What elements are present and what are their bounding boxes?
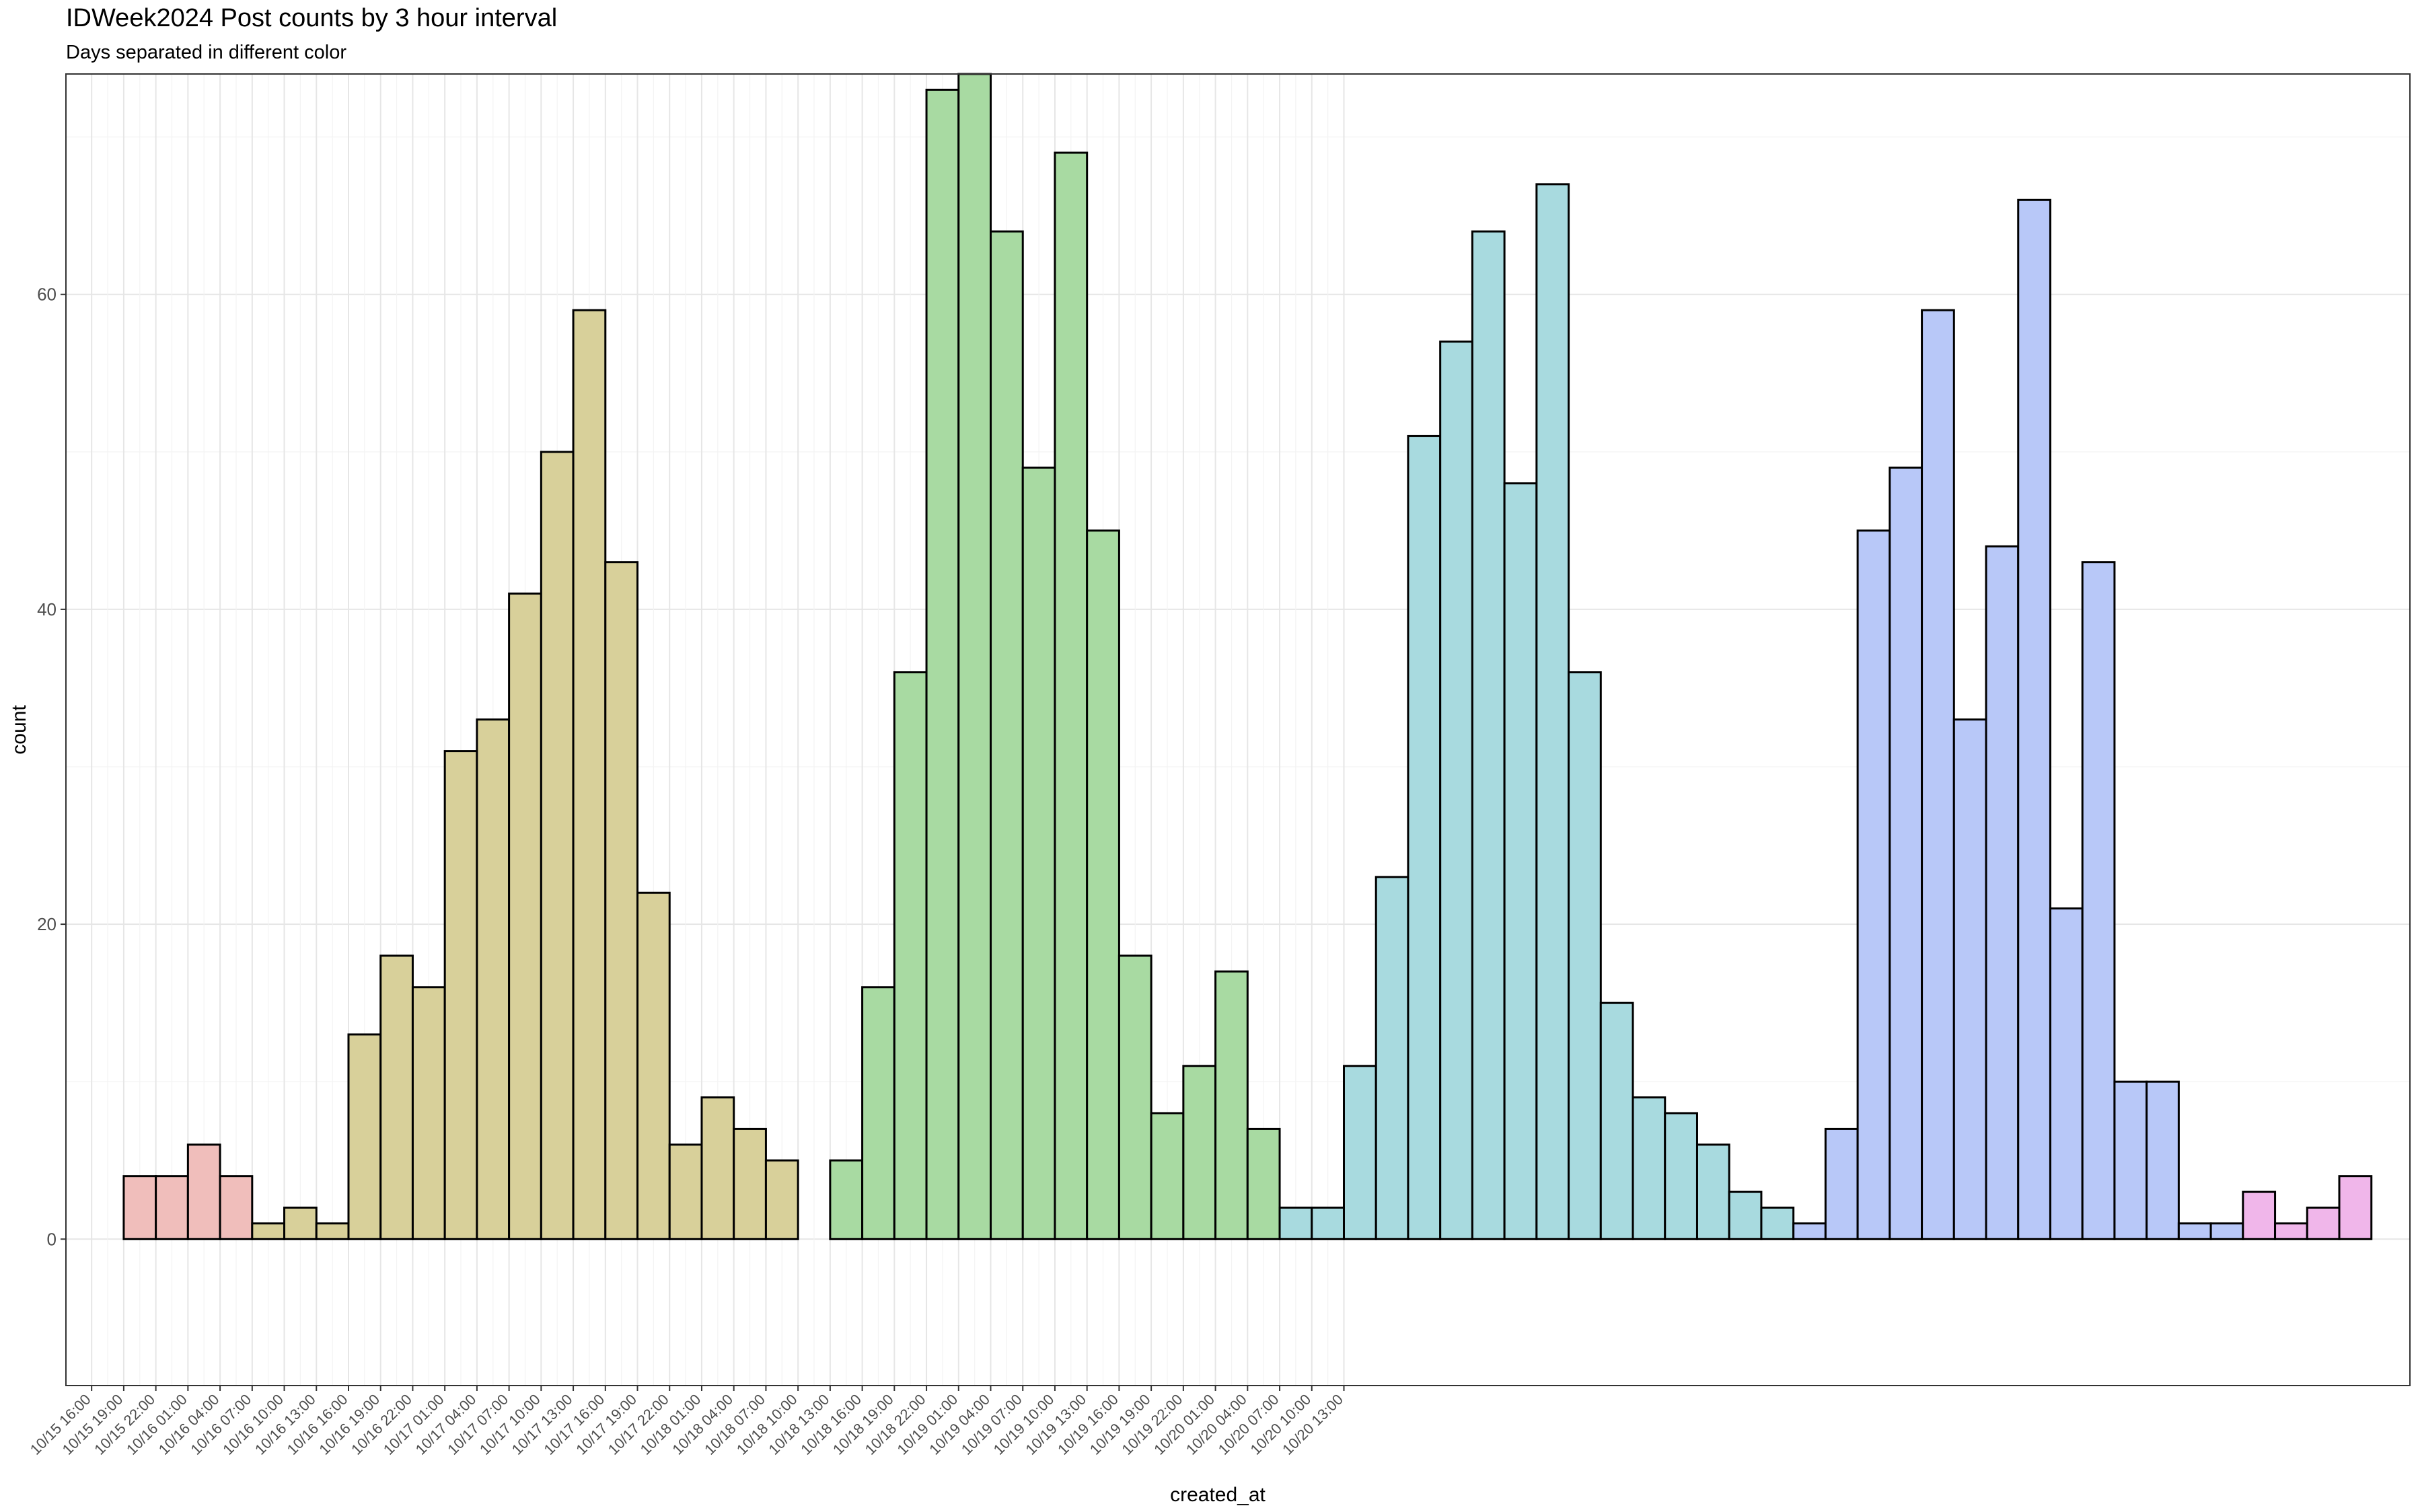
bar	[1054, 151, 1089, 1240]
bar	[1278, 1206, 1313, 1240]
bar	[2113, 1080, 2148, 1240]
bar	[700, 1096, 735, 1240]
bar	[1664, 1112, 1698, 1240]
x-axis-title: created_at	[1170, 1484, 1266, 1506]
bar	[604, 561, 639, 1240]
bar	[1118, 954, 1152, 1240]
bar	[1086, 529, 1120, 1240]
bar	[1824, 1127, 1859, 1240]
bar	[476, 718, 511, 1240]
bar	[1632, 1096, 1666, 1240]
panel-border	[65, 73, 2411, 1386]
y-tick-label: 20	[37, 914, 57, 934]
y-tick-label: 60	[37, 285, 57, 305]
bar	[347, 1033, 382, 1240]
bar	[2242, 1190, 2277, 1240]
bar	[283, 1206, 318, 1240]
bar	[1311, 1206, 1345, 1240]
y-tick-label: 40	[37, 599, 57, 619]
bar	[219, 1175, 254, 1240]
bar	[1471, 230, 1506, 1240]
bar	[1375, 876, 1409, 1240]
bar	[1214, 970, 1249, 1240]
chart-title: IDWeek2024 Post counts by 3 hour interva…	[66, 4, 558, 32]
bar	[1182, 1065, 1217, 1240]
y-tick-label: 0	[47, 1229, 57, 1249]
bar	[1728, 1190, 1763, 1240]
bar	[2306, 1206, 2341, 1240]
bar	[411, 986, 446, 1240]
bar	[315, 1222, 350, 1240]
bar	[1342, 1065, 1377, 1240]
bar	[1599, 1001, 1634, 1240]
bar	[1246, 1127, 1281, 1240]
bar	[1021, 466, 1056, 1240]
bar	[1568, 671, 1602, 1240]
bar	[764, 1159, 799, 1240]
bar	[861, 986, 895, 1240]
bar	[1150, 1112, 1185, 1240]
bar	[1792, 1222, 1827, 1240]
bar	[2274, 1222, 2308, 1240]
bar	[1921, 309, 1955, 1240]
bar	[2338, 1175, 2373, 1240]
bar	[2049, 907, 2084, 1240]
bar	[1535, 183, 1570, 1240]
bar	[508, 593, 542, 1240]
bar	[733, 1127, 767, 1240]
bar	[1503, 482, 1538, 1240]
bar	[122, 1175, 157, 1240]
bar	[379, 954, 414, 1240]
bar	[829, 1159, 864, 1240]
bar	[636, 891, 671, 1240]
bar-layer	[122, 73, 2373, 1240]
bar	[925, 88, 960, 1240]
bar	[251, 1222, 286, 1240]
chart-subtitle: Days separated in different color	[66, 42, 346, 63]
y-axis: 0 20 40 60	[37, 285, 66, 1249]
bar	[893, 671, 928, 1240]
bar	[186, 1143, 221, 1240]
bar	[1407, 434, 1442, 1240]
bar	[155, 1175, 189, 1240]
bar	[2081, 561, 2116, 1240]
bar	[2209, 1222, 2244, 1240]
bar	[443, 750, 478, 1240]
bar	[1985, 545, 2020, 1240]
bar	[990, 230, 1024, 1240]
bar	[1760, 1206, 1795, 1240]
bar	[1856, 529, 1891, 1240]
bar	[572, 309, 607, 1240]
bar	[2146, 1080, 2180, 1240]
bar	[1889, 466, 1924, 1240]
bar	[2177, 1222, 2212, 1240]
bar	[1952, 718, 1987, 1240]
bar	[1439, 340, 1473, 1240]
bar	[668, 1143, 703, 1240]
bar	[1695, 1143, 1730, 1240]
y-axis-title: count	[8, 705, 30, 755]
bar	[2017, 198, 2051, 1240]
bar	[540, 451, 575, 1240]
bar	[957, 73, 992, 1240]
